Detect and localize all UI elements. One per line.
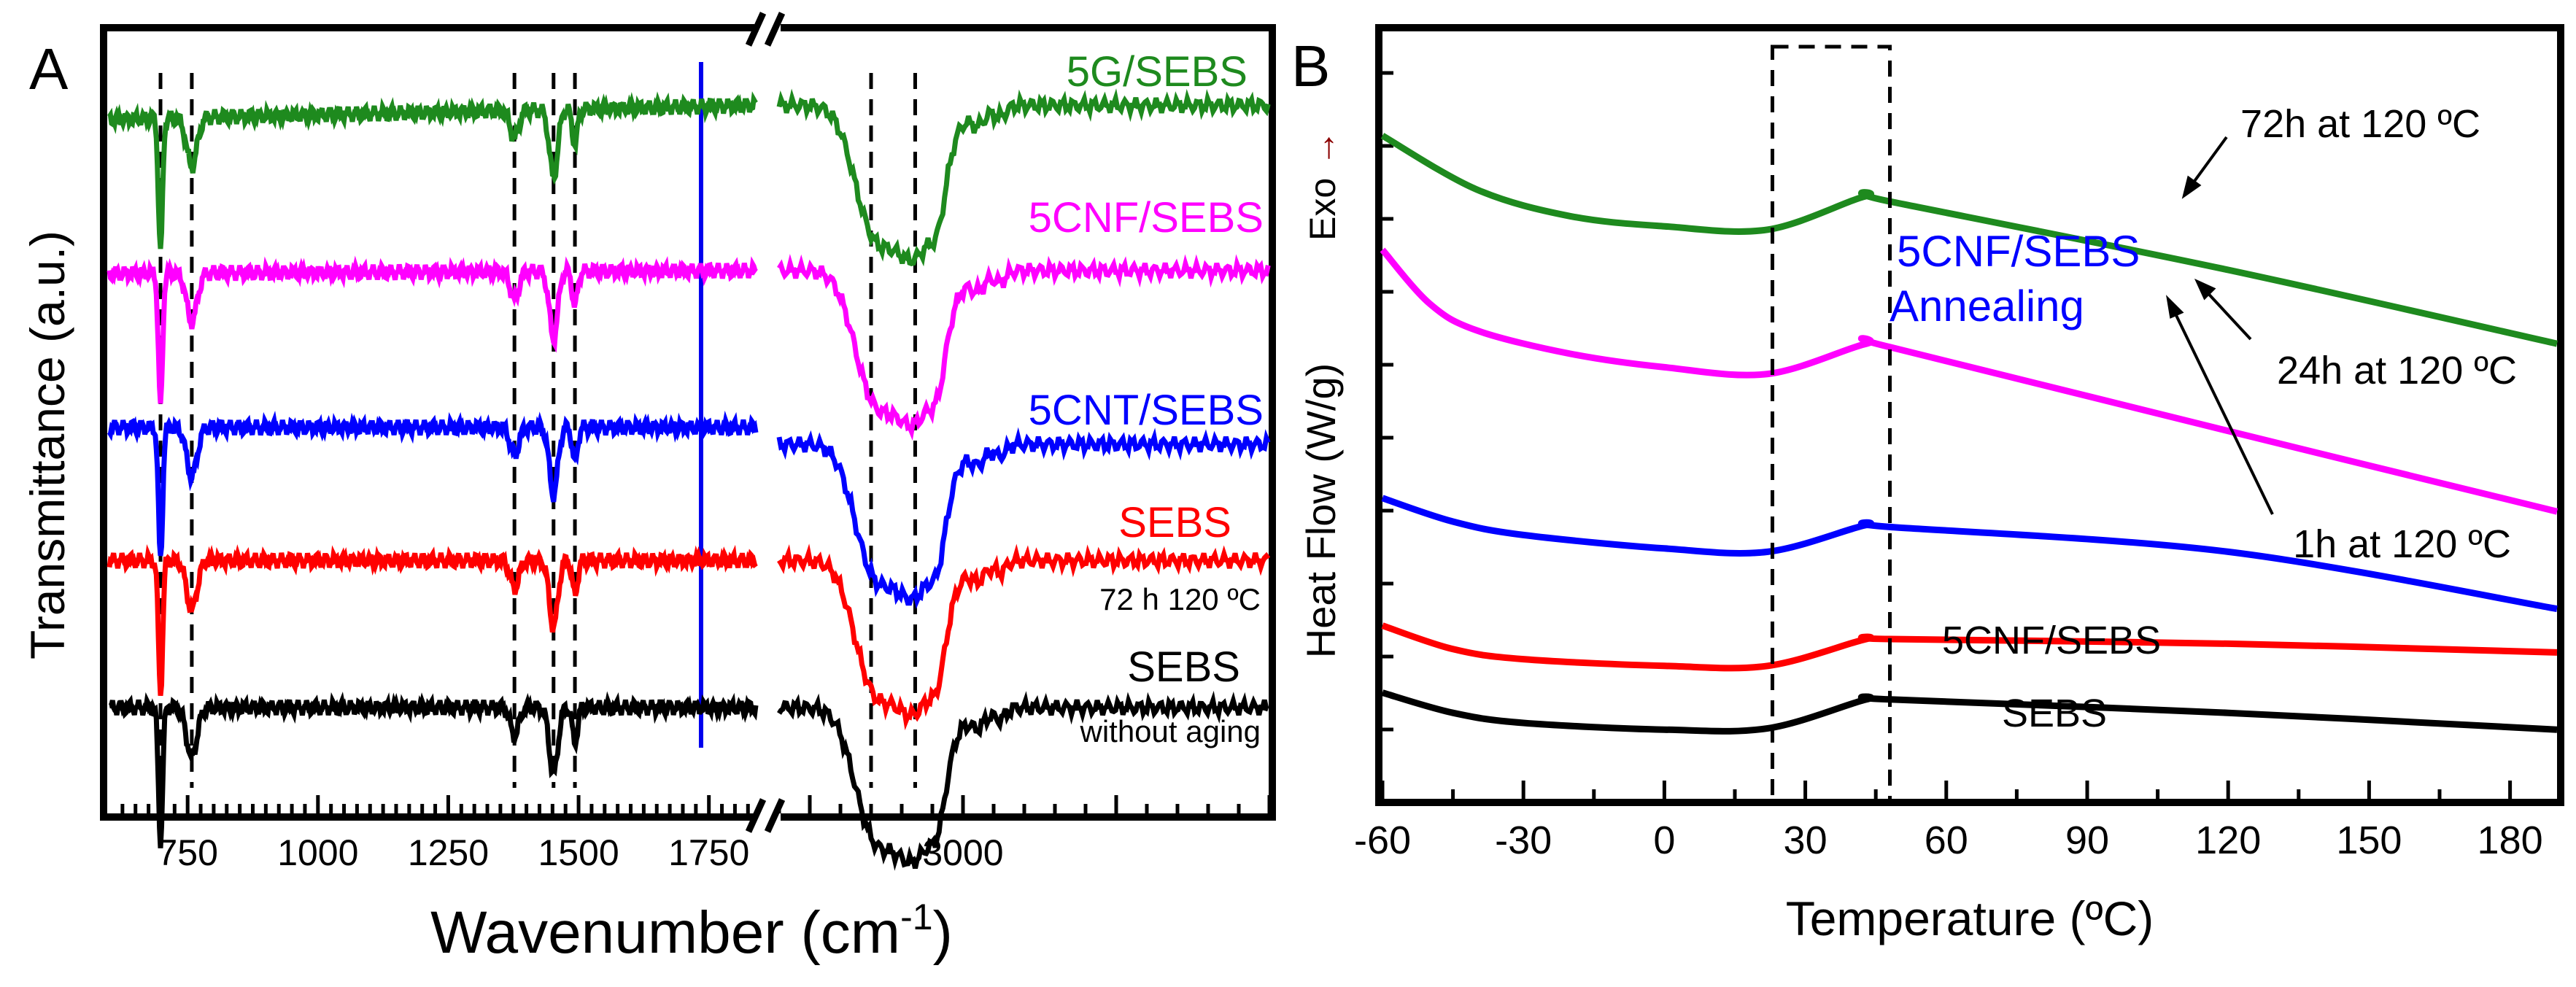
panel-b-xlabel: Temperature (ºC) xyxy=(1786,891,2154,945)
label-5cnt-sebs: 5CNT/SEBS xyxy=(1029,387,1264,434)
spectrum-line xyxy=(108,691,759,848)
x-tick-label: -60 xyxy=(1354,818,1411,862)
spectrum-line xyxy=(777,690,1269,871)
spectrum-line xyxy=(107,91,758,249)
x-tick-label: 0 xyxy=(1653,818,1675,862)
x-tick-label: 90 xyxy=(2065,818,2109,862)
dsc-curve xyxy=(1381,495,2558,613)
spectrum-line xyxy=(107,255,758,404)
panel-a: A 750 1000 1250 1500 1750 3000 5G/SEBS 5CNF/S… xyxy=(20,12,1276,966)
panel-b-label: B xyxy=(1291,34,1330,98)
panel-a-label: A xyxy=(29,36,69,101)
panel-b-tick-labels: -60 -30 0 30 60 90 120 150 180 xyxy=(1354,818,2543,862)
x-tick-label: 1000 xyxy=(277,832,358,873)
exo-arrow: → xyxy=(1302,130,1343,166)
annotation-24h: 24h at 120 ºC xyxy=(2277,349,2517,392)
annotation-arrows xyxy=(2166,136,2274,515)
spectrum-line xyxy=(107,543,758,697)
panel-b-ticks xyxy=(1380,71,2513,799)
arrow-1h xyxy=(2171,307,2274,515)
label-sebs-aged: SEBS xyxy=(1118,499,1231,546)
label-5g-sebs: 5G/SEBS xyxy=(1067,48,1248,96)
panel-a-tick-labels: 750 1000 1250 1500 1750 3000 xyxy=(157,832,1003,873)
annotation-annealing-title: 5CNF/SEBS xyxy=(1897,227,2140,276)
panel-a-ticks xyxy=(120,795,1272,813)
panel-b-frame xyxy=(1375,24,2564,806)
spectrum-line xyxy=(107,410,759,557)
arrow-72h-head xyxy=(2181,175,2202,199)
dsc-curve xyxy=(1381,622,2558,672)
x-tick-label: 1250 xyxy=(408,832,489,873)
panel-a-spectra xyxy=(107,88,1271,871)
x-tick-label: -30 xyxy=(1495,818,1552,862)
x-tick-label: 750 xyxy=(157,832,217,873)
dsc-curve xyxy=(1380,133,2558,347)
panel-a-frame xyxy=(100,24,1276,821)
label-aging-note: 72 h 120 ºC xyxy=(1099,582,1261,616)
annotation-sebs: SEBS xyxy=(2002,692,2107,735)
label-5cnf-sebs: 5CNF/SEBS xyxy=(1029,194,1264,241)
x-tick-label: 1500 xyxy=(538,832,619,873)
xlabel-main: Wavenumber (cm xyxy=(430,899,900,966)
spectrum-line xyxy=(776,427,1271,609)
spectrum-line xyxy=(777,543,1271,731)
x-tick-label: 180 xyxy=(2478,818,2543,862)
annotation-72h: 72h at 120 ºC xyxy=(2240,102,2480,146)
xlabel-close: ) xyxy=(933,899,953,966)
panel-b: B -60 -30 0 30 60 90 120 150 180 72h at 120 ºC 2… xyxy=(1291,24,2564,945)
dsc-curve xyxy=(1380,247,2558,515)
x-tick-label: 150 xyxy=(2336,818,2402,862)
panel-a-ylabel: Transmittance (a.u.) xyxy=(20,231,74,659)
x-tick-label: 30 xyxy=(1784,818,1827,862)
label-without-aging: without aging xyxy=(1079,714,1261,748)
arrow-1h-head xyxy=(2166,295,2184,319)
arrow-24h xyxy=(2202,287,2252,341)
annotation-annealing-sub: Annealing xyxy=(1890,282,2084,330)
x-tick-label: 120 xyxy=(2195,818,2261,862)
exo-text: Exo xyxy=(1302,178,1343,241)
panel-b-dsc-curves xyxy=(1380,133,2558,735)
exo-label: Exo → xyxy=(1302,130,1343,241)
x-tick-label: 3000 xyxy=(922,832,1003,873)
xlabel-exponent: -1 xyxy=(900,897,932,937)
axis-break-mark-top xyxy=(745,12,786,47)
panel-b-ylabel: Heat Flow (W/g) xyxy=(1298,363,1344,659)
annotation-1h: 1h at 120 ºC xyxy=(2293,522,2511,566)
glass-transition-box xyxy=(1771,44,1892,805)
label-sebs-unaged: SEBS xyxy=(1127,643,1240,691)
x-tick-label: 60 xyxy=(1925,818,1968,862)
spectrum-line xyxy=(776,88,1271,267)
panel-a-xlabel: Wavenumber (cm-1) xyxy=(430,897,953,966)
spectrum-line xyxy=(777,253,1271,441)
annotation-5cnf-sebs: 5CNF/SEBS xyxy=(1942,619,2161,662)
arrow-24h-head xyxy=(2194,278,2216,301)
panel-a-reference-lines xyxy=(158,62,917,788)
dsc-curve xyxy=(1381,689,2558,735)
x-tick-label: 1750 xyxy=(668,832,749,873)
